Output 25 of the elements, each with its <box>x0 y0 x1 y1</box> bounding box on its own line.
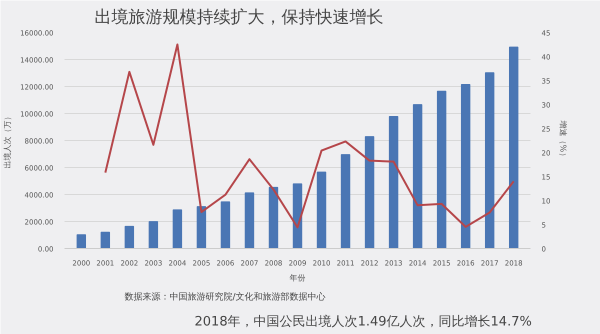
bar <box>412 104 422 248</box>
bar <box>484 72 494 248</box>
source-note: 数据来源：中国旅游研究院/文化和旅游部数据中心 <box>124 292 326 302</box>
bar <box>148 221 158 248</box>
bar <box>508 46 518 248</box>
bar <box>172 209 182 248</box>
bar <box>316 172 326 248</box>
bar <box>460 84 470 248</box>
y-axis-title: 出境人次（万） <box>3 112 12 168</box>
bar <box>196 206 206 248</box>
bar <box>124 226 134 248</box>
chart-title: 出境旅游规模持续扩大，保持快速增长 <box>94 8 384 28</box>
bar <box>268 186 278 248</box>
y2-axis-title: 增速（%） <box>558 120 568 160</box>
line-series <box>104 44 515 228</box>
bar <box>340 154 350 248</box>
bar <box>220 201 230 248</box>
x-axis-title: 年份 <box>290 274 306 282</box>
text: 2018年，中国公民出境人次1.49亿人次，同比增长14.7% <box>194 314 532 330</box>
bar <box>100 232 110 248</box>
bar <box>244 192 254 248</box>
bar <box>436 90 446 248</box>
bar <box>76 234 86 248</box>
bar <box>388 116 398 248</box>
bar <box>364 136 374 248</box>
